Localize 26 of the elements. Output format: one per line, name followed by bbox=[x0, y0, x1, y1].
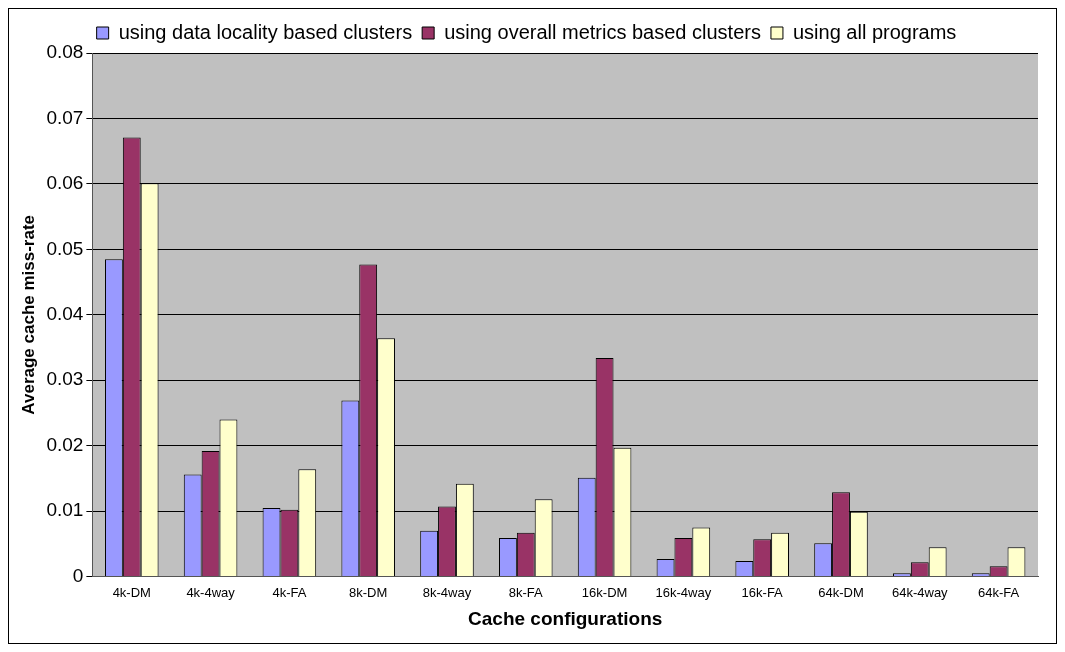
x-tick-label: 16k-FA bbox=[741, 584, 784, 600]
x-tick-label: 64k-FA bbox=[978, 584, 1020, 600]
x-tick-label: 4k-4way bbox=[186, 584, 236, 600]
x-tick-label: 4k-FA bbox=[272, 584, 307, 600]
y-tick-label: 0.01 bbox=[46, 499, 84, 521]
y-tick-label: 0.02 bbox=[46, 433, 84, 455]
y-tick-label: 0.07 bbox=[46, 106, 84, 128]
legend-label: using overall metrics based clusters bbox=[444, 20, 761, 43]
y-tick-label: 0.03 bbox=[46, 368, 84, 390]
x-axis-title: Cache configurations bbox=[468, 607, 663, 629]
x-tick-label: 16k-DM bbox=[581, 584, 628, 600]
x-tick-label: 8k-FA bbox=[508, 584, 544, 600]
y-tick-label: 0 bbox=[72, 564, 84, 586]
y-tick-label: 0.04 bbox=[46, 303, 84, 325]
y-axis-title: Average cache miss-rate bbox=[18, 214, 38, 415]
x-tick-label: 4k-DM bbox=[112, 584, 151, 600]
y-tick-label: 0.05 bbox=[46, 237, 84, 259]
x-tick-label: 8k-DM bbox=[349, 584, 388, 600]
y-tick-label: 0.08 bbox=[46, 41, 84, 63]
legend-label: using all programs bbox=[792, 20, 957, 43]
x-tick-label: 64k-4way bbox=[891, 584, 949, 600]
y-tick-label: 0.06 bbox=[46, 172, 84, 194]
x-tick-label: 64k-DM bbox=[818, 584, 864, 600]
x-tick-label: 16k-4way bbox=[655, 584, 712, 600]
x-tick-label: 8k-4way bbox=[422, 584, 472, 600]
legend-label: using data locality based clusters bbox=[118, 20, 413, 43]
